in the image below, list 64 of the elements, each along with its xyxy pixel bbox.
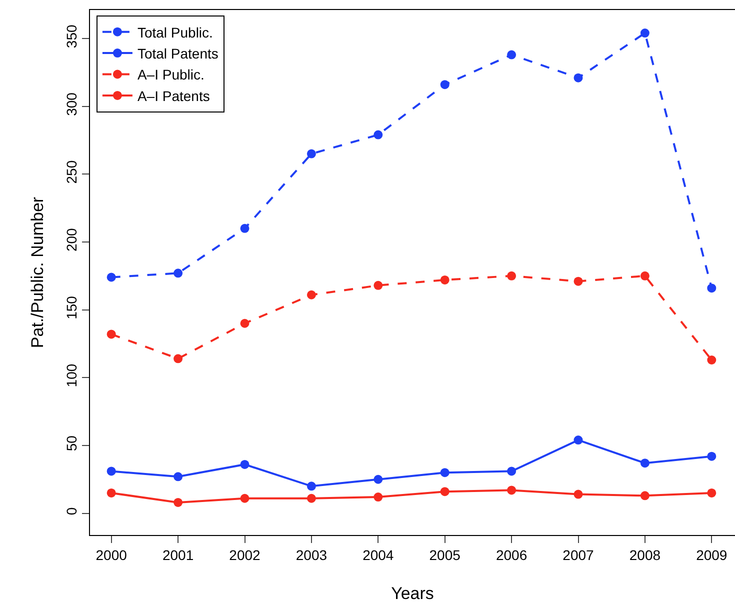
point xyxy=(306,290,316,300)
x-tick-label: 2005 xyxy=(429,546,461,563)
point xyxy=(240,494,250,503)
legend-label: Total Public. xyxy=(137,24,213,40)
point xyxy=(574,490,583,499)
point xyxy=(440,80,450,90)
point xyxy=(507,50,516,60)
y-tick-label: 250 xyxy=(63,160,80,184)
x-tick-label: 2002 xyxy=(229,546,261,563)
y-tick-label: 150 xyxy=(63,296,80,320)
point xyxy=(574,73,583,82)
y-tick-label: 350 xyxy=(63,24,80,48)
point xyxy=(306,482,316,491)
point xyxy=(240,318,250,328)
point xyxy=(640,491,650,500)
x-tick-label: 2007 xyxy=(562,546,594,563)
x-tick-label: 2008 xyxy=(629,546,661,563)
point xyxy=(374,280,383,290)
x-axis-title: Years xyxy=(391,584,434,604)
point xyxy=(374,474,383,484)
y-tick-label: 0 xyxy=(63,507,80,516)
y-axis-title: Pat./Public. Number xyxy=(28,196,47,348)
legend-label: A–I Public. xyxy=(137,66,204,83)
x-tick-label: 2009 xyxy=(696,546,728,563)
point xyxy=(440,487,450,496)
point xyxy=(707,452,716,461)
point xyxy=(574,436,583,445)
point xyxy=(640,458,650,468)
point xyxy=(174,354,183,364)
x-tick-label: 2006 xyxy=(496,546,528,563)
point xyxy=(174,498,183,507)
y-tick-label: 50 xyxy=(63,435,80,452)
point xyxy=(640,271,650,280)
x-tick-label: 2004 xyxy=(362,546,394,563)
point xyxy=(106,466,116,476)
x-tick-label: 2001 xyxy=(162,546,194,563)
point xyxy=(240,224,250,233)
point xyxy=(640,28,650,38)
y-tick-label: 200 xyxy=(63,228,80,252)
y-tick-label: 300 xyxy=(63,92,80,116)
x-tick-label: 2003 xyxy=(296,546,328,563)
point xyxy=(106,488,116,498)
point xyxy=(440,468,450,478)
point xyxy=(174,472,183,482)
legend-label: Total Patents xyxy=(137,46,218,62)
point xyxy=(106,330,116,339)
point xyxy=(306,494,316,503)
point xyxy=(707,356,716,364)
legend-label: A–I Patents xyxy=(137,88,210,104)
x-tick-label: 2000 xyxy=(96,546,128,563)
point xyxy=(374,130,383,140)
point xyxy=(707,284,716,293)
point xyxy=(440,275,450,284)
y-tick-label: 100 xyxy=(63,364,80,388)
point xyxy=(240,460,250,469)
point xyxy=(306,149,316,158)
point xyxy=(106,272,116,282)
point xyxy=(507,271,516,280)
point xyxy=(507,486,516,495)
point xyxy=(707,488,716,498)
point xyxy=(507,466,516,476)
point xyxy=(574,276,583,286)
point xyxy=(374,492,383,502)
point xyxy=(174,268,183,278)
